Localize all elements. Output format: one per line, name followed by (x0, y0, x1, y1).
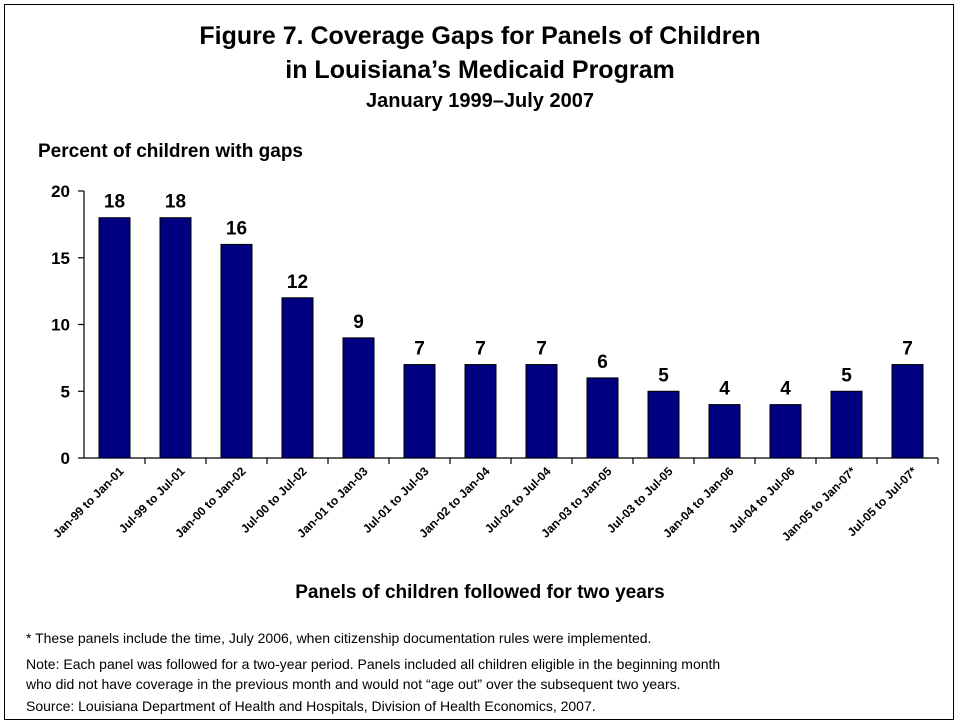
note-line-1: Note: Each panel was followed for a two-… (26, 656, 721, 672)
y-tick-label: 0 (61, 449, 70, 468)
data-label: 7 (414, 339, 425, 360)
note-line-2: who did not have coverage in the previou… (26, 676, 681, 692)
chart-subtitle: January 1999–July 2007 (366, 90, 594, 112)
data-label: 5 (658, 365, 669, 386)
bar (98, 217, 131, 459)
data-label: 12 (287, 272, 308, 293)
bar (159, 217, 192, 459)
data-label: 7 (475, 339, 486, 360)
source-note: Source: Louisiana Department of Health a… (26, 698, 596, 714)
bar (342, 337, 375, 459)
y-tick-label: 15 (51, 249, 70, 268)
y-axis-label: Percent of children with gaps (38, 141, 303, 162)
y-tick-label: 10 (51, 316, 70, 335)
bar (708, 404, 741, 459)
y-tick-label: 5 (61, 382, 70, 401)
bar (403, 364, 436, 459)
bar (647, 390, 680, 459)
bar (220, 243, 253, 459)
data-label: 4 (719, 379, 730, 400)
data-label: 5 (841, 365, 852, 386)
data-label: 9 (353, 312, 364, 333)
bar (891, 364, 924, 459)
bar (525, 364, 558, 459)
bar (586, 377, 619, 459)
asterisk-note: * These panels include the time, July 20… (26, 630, 652, 646)
chart-title: Figure 7. Coverage Gaps for Panels of Ch… (199, 22, 761, 50)
y-tick-label: 20 (51, 182, 70, 201)
data-label: 18 (104, 192, 125, 213)
bar (281, 297, 314, 459)
data-label: 16 (226, 218, 247, 239)
data-label: 7 (536, 339, 547, 360)
data-label: 18 (165, 192, 186, 213)
x-tick-label: Jan-99 to Jan-01 (50, 464, 127, 541)
data-label: 4 (780, 379, 791, 400)
bar (464, 364, 497, 459)
x-axis-label: Panels of children followed for two year… (295, 582, 665, 603)
data-label: 6 (597, 352, 608, 373)
bar (830, 390, 863, 459)
chart-title-line2: in Louisiana’s Medicaid Program (285, 56, 675, 84)
bar (769, 404, 802, 459)
data-label: 7 (902, 339, 913, 360)
